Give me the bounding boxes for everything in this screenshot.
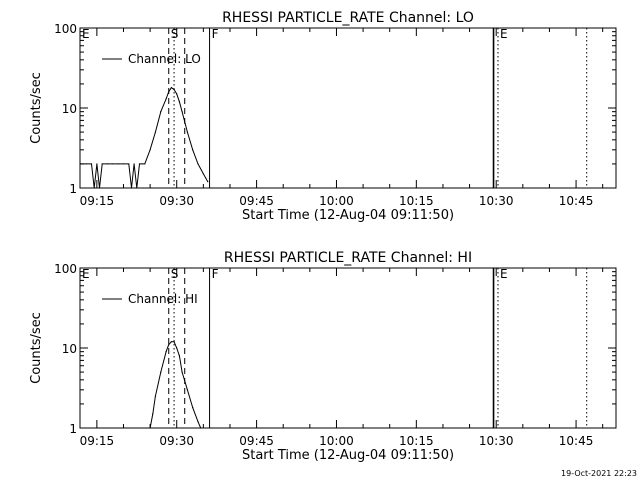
data-point (173, 341, 175, 343)
data-point (152, 413, 154, 415)
data-point (197, 163, 199, 165)
y-tick-label: 100 (54, 22, 77, 36)
x-tick-label: 10:00 (319, 194, 354, 208)
data-point (96, 163, 98, 165)
data-point (122, 163, 125, 165)
event-marker-label: F (212, 27, 219, 41)
data-point (149, 427, 151, 429)
chart-title: RHESSI PARTICLE_RATE Channel: LO (222, 10, 474, 26)
event-marker-label: E (82, 27, 90, 41)
data-point (144, 163, 146, 165)
x-tick-label: 09:30 (159, 434, 194, 448)
y-tick-label: 10 (62, 102, 77, 116)
data-point (160, 111, 162, 113)
data-point (170, 341, 173, 343)
data-point (178, 355, 180, 357)
data-point (176, 93, 178, 95)
chart-panel-1: RHESSI PARTICLE_RATE Channel: LO 09:15 09:… (29, 10, 617, 223)
data-point (138, 163, 141, 165)
date-stamp: 19-Oct-2021 22:23 (561, 469, 637, 478)
data-point (101, 163, 103, 165)
x-tick-label: 10:30 (479, 434, 514, 448)
data-point (154, 131, 157, 133)
y-axis-label: Counts/sec (29, 312, 44, 384)
y-tick-label: 1 (69, 182, 77, 196)
legend-entry: Channel: HI (128, 292, 198, 306)
event-marker-label: F (212, 267, 219, 281)
data-point (141, 163, 143, 165)
event-marker-label: S (171, 267, 179, 281)
data-point (133, 163, 135, 165)
y-axis-label: Counts/sec (29, 72, 44, 144)
data-point (136, 187, 138, 189)
data-point (186, 131, 188, 133)
chart-title: RHESSI PARTICLE_RATE Channel: HI (224, 250, 472, 266)
data-point (165, 351, 167, 353)
chart-panel-2: RHESSI PARTICLE_RATE Channel: HI 09:15 09:… (29, 250, 617, 463)
data-point (93, 187, 95, 189)
y-tick-label: 1 (69, 422, 77, 436)
x-tick-label: 09:30 (159, 194, 194, 208)
x-tick-label: 09:45 (239, 434, 274, 448)
data-point (207, 181, 209, 183)
series-line (149, 341, 202, 429)
event-marker-label: E (500, 27, 508, 41)
data-point (176, 347, 178, 349)
data-point (165, 98, 167, 100)
x-tick-label: 10:15 (399, 194, 434, 208)
data-point (181, 371, 183, 373)
data-point (149, 149, 151, 151)
data-point (79, 163, 81, 165)
x-axis-label: Start Time (12-Aug-04 09:11:50) (242, 448, 454, 463)
event-marker-label: E (82, 267, 90, 281)
legend-entry: Channel: LO (128, 52, 201, 66)
data-point (90, 163, 93, 165)
data-point (128, 163, 130, 165)
data-point (200, 427, 202, 429)
data-point (170, 86, 173, 89)
data-point (168, 91, 170, 93)
x-tick-label: 09:45 (239, 194, 274, 208)
data-point (181, 111, 183, 113)
data-point (178, 101, 180, 103)
data-point (112, 163, 114, 165)
data-point (160, 371, 162, 373)
x-tick-label: 09:15 (80, 194, 115, 208)
x-tick-label: 10:30 (479, 194, 514, 208)
data-point (117, 163, 119, 165)
data-point (168, 344, 170, 346)
data-point (186, 389, 188, 391)
data-point (192, 406, 194, 409)
x-tick-label: 10:45 (559, 434, 594, 448)
data-point (98, 187, 101, 189)
data-point (106, 163, 109, 165)
x-tick-label: 10:00 (319, 434, 354, 448)
y-tick-label: 100 (54, 262, 77, 276)
y-tick-label: 10 (62, 342, 77, 356)
data-point (202, 173, 204, 175)
series-line (80, 86, 209, 189)
x-axis-label: Start Time (12-Aug-04 09:11:50) (242, 208, 454, 223)
data-point (192, 149, 194, 151)
data-point (130, 187, 133, 189)
event-marker-label: E (500, 267, 508, 281)
data-point (154, 395, 157, 397)
x-tick-label: 09:15 (80, 434, 115, 448)
data-point (85, 163, 87, 165)
event-marker-label: S (171, 27, 179, 41)
x-tick-label: 10:15 (399, 434, 434, 448)
data-point (197, 421, 199, 423)
x-tick-label: 10:45 (559, 194, 594, 208)
data-point (173, 88, 175, 91)
